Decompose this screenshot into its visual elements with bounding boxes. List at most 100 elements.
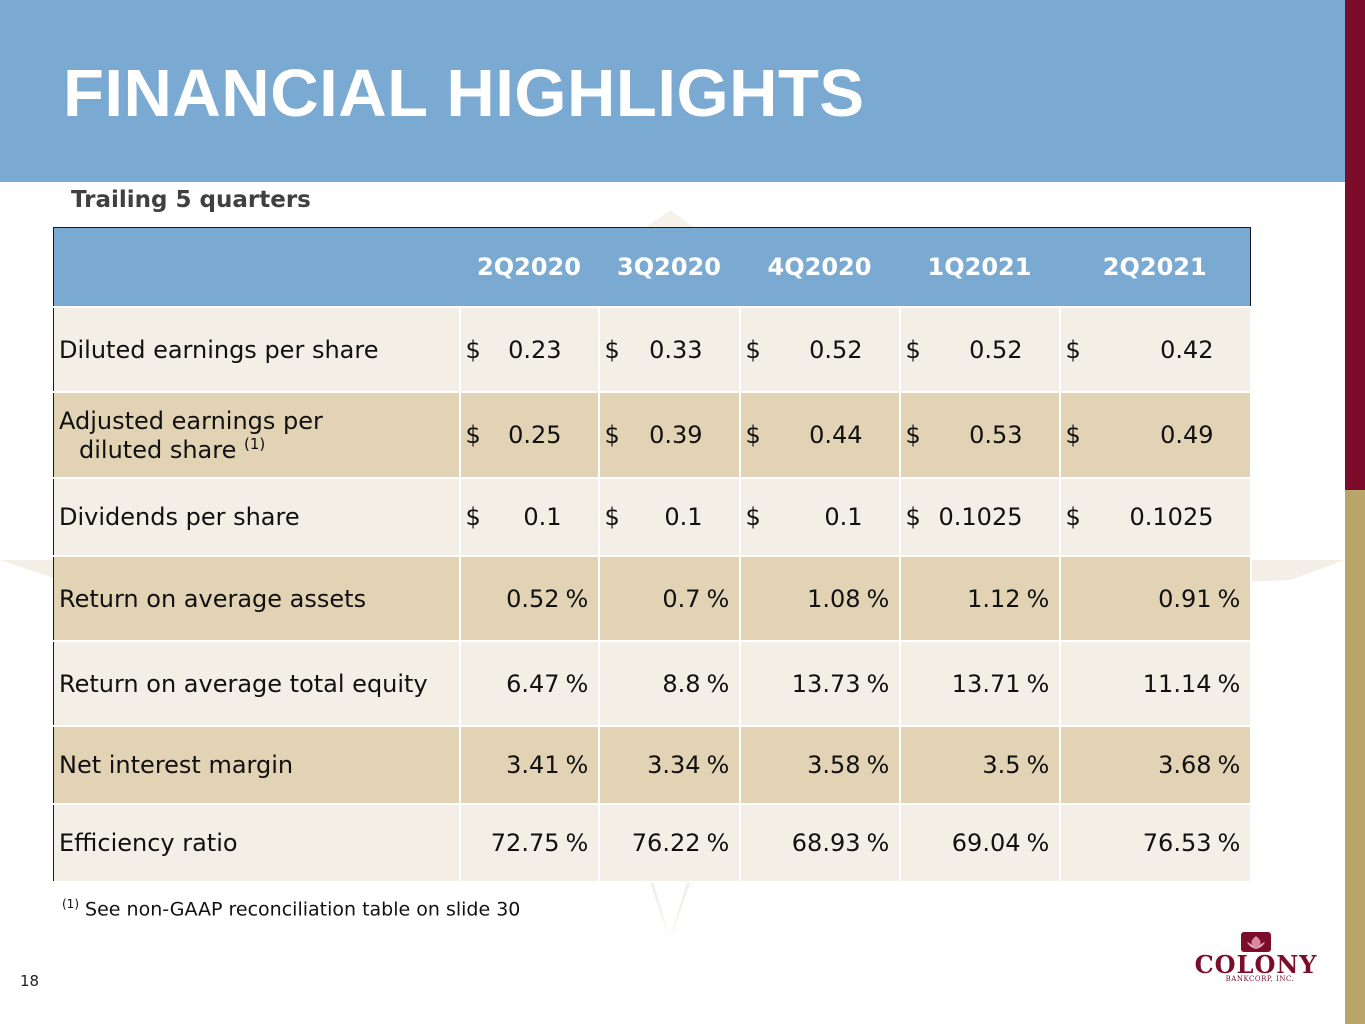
value: 3.68	[1158, 751, 1212, 779]
value: 76.53	[1142, 829, 1212, 857]
row-label-line1: Adjusted earnings per	[59, 406, 323, 435]
value-cell: 1.08%	[738, 555, 901, 642]
header-cell-1q2021: 1Q2021	[899, 227, 1060, 307]
currency-symbol: $	[604, 335, 620, 364]
value: 0.53	[969, 421, 1023, 449]
table-row: Net interest margin 3.41% 3.34% 3.58% 3.…	[53, 725, 1252, 805]
financial-highlights-table: 2Q2020 3Q2020 4Q2020 1Q2021 2Q2021 Dilut…	[53, 227, 1252, 883]
percent-sign: %	[565, 584, 589, 613]
value-cell: 3.58%	[738, 725, 901, 805]
value-cell: 3.5%	[898, 725, 1061, 805]
value-cell: $0.39	[597, 391, 741, 479]
percent-sign: %	[1026, 751, 1050, 779]
row-label: Return on average total equity	[53, 640, 461, 727]
value: 0.25	[508, 421, 562, 449]
value: 0.1025	[938, 503, 1023, 531]
percent-sign: %	[866, 669, 890, 698]
value: 11.14	[1142, 669, 1212, 698]
currency-symbol: $	[1065, 335, 1081, 364]
value: 0.49	[1160, 421, 1214, 449]
percent-sign: %	[565, 829, 589, 857]
value-cell: $0.53	[898, 391, 1061, 479]
currency-symbol: $	[465, 421, 481, 449]
table-row: Dividends per share $0.1 $0.1 $0.1 $0.10…	[53, 477, 1252, 557]
percent-sign: %	[1026, 829, 1050, 857]
logo-subtext: BANKCORP, INC.	[1225, 975, 1295, 983]
value-cell: 13.73%	[738, 640, 901, 727]
table-row: Efficiency ratio 72.75% 76.22% 68.93% 69…	[53, 803, 1252, 883]
value: 8.8	[662, 669, 701, 698]
value: 0.23	[508, 335, 562, 364]
table-row: Return on average assets 0.52% 0.7% 1.08…	[53, 555, 1252, 642]
value-cell: $0.1	[738, 477, 901, 557]
footnote-marker: (1)	[62, 897, 79, 911]
row-label: Diluted earnings per share	[53, 306, 461, 393]
value-cell: 68.93%	[738, 803, 901, 883]
currency-symbol: $	[1065, 503, 1081, 531]
footnote-text: See non-GAAP reconciliation table on sli…	[85, 898, 521, 921]
value-cell: 1.12%	[898, 555, 1061, 642]
side-accent-maroon	[1345, 0, 1365, 490]
value: 13.73	[791, 669, 861, 698]
value-cell: $0.1025	[898, 477, 1061, 557]
value: 3.34	[647, 751, 701, 779]
value: 0.1	[824, 503, 863, 531]
value-cell: $0.1025	[1058, 477, 1252, 557]
page-number: 18	[20, 972, 40, 990]
currency-symbol: $	[745, 421, 761, 449]
value: 13.71	[951, 669, 1021, 698]
value-cell: $0.25	[458, 391, 600, 479]
percent-sign: %	[706, 584, 730, 613]
percent-sign: %	[1026, 669, 1050, 698]
percent-sign: %	[866, 829, 890, 857]
header-cell-2q2020: 2Q2020	[459, 227, 599, 307]
percent-sign: %	[706, 829, 730, 857]
table-row: Adjusted earnings per diluted share (1) …	[53, 391, 1252, 479]
value: 0.33	[649, 335, 703, 364]
currency-symbol: $	[604, 503, 620, 531]
row-label: Net interest margin	[53, 725, 461, 805]
row-label: Efficiency ratio	[53, 803, 461, 883]
currency-symbol: $	[745, 503, 761, 531]
row-label: Return on average assets	[53, 555, 461, 642]
page-title: FINANCIAL HIGHLIGHTS	[63, 56, 865, 131]
table-subtitle: Trailing 5 quarters	[71, 187, 311, 213]
value-cell: 69.04%	[898, 803, 1061, 883]
value-cell: 76.53%	[1058, 803, 1252, 883]
value: 1.08	[807, 584, 861, 613]
value: 68.93	[791, 829, 861, 857]
percent-sign: %	[1217, 751, 1241, 779]
percent-sign: %	[866, 751, 890, 779]
value: 0.39	[649, 421, 703, 449]
value-cell: 0.7%	[597, 555, 741, 642]
value-cell: 13.71%	[898, 640, 1061, 727]
colony-logo: COLONY BANKCORP, INC.	[1185, 928, 1327, 986]
footnote: (1) See non-GAAP reconciliation table on…	[62, 897, 520, 920]
value-cell: $0.44	[738, 391, 901, 479]
currency-symbol: $	[905, 421, 921, 449]
footnote-marker: (1)	[244, 434, 266, 453]
value: 1.12	[967, 584, 1021, 613]
value: 76.22	[631, 829, 701, 857]
value: 3.58	[807, 751, 861, 779]
value-cell: 3.41%	[458, 725, 600, 805]
currency-symbol: $	[905, 335, 921, 364]
title-banner: FINANCIAL HIGHLIGHTS	[0, 0, 1345, 182]
percent-sign: %	[866, 584, 890, 613]
percent-sign: %	[706, 751, 730, 779]
value-cell: 76.22%	[597, 803, 741, 883]
header-cell-empty	[53, 227, 460, 307]
value-cell: $0.49	[1058, 391, 1252, 479]
currency-symbol: $	[745, 335, 761, 364]
percent-sign: %	[565, 669, 589, 698]
lotus-logo-icon	[1241, 932, 1271, 952]
value: 6.47	[506, 669, 560, 698]
value-cell: 11.14%	[1058, 640, 1252, 727]
value-cell: 3.34%	[597, 725, 741, 805]
value-cell: 0.52%	[458, 555, 600, 642]
value: 0.7	[662, 584, 701, 613]
percent-sign: %	[565, 751, 589, 779]
percent-sign: %	[1217, 829, 1241, 857]
value: 72.75	[490, 829, 560, 857]
currency-symbol: $	[604, 421, 620, 449]
